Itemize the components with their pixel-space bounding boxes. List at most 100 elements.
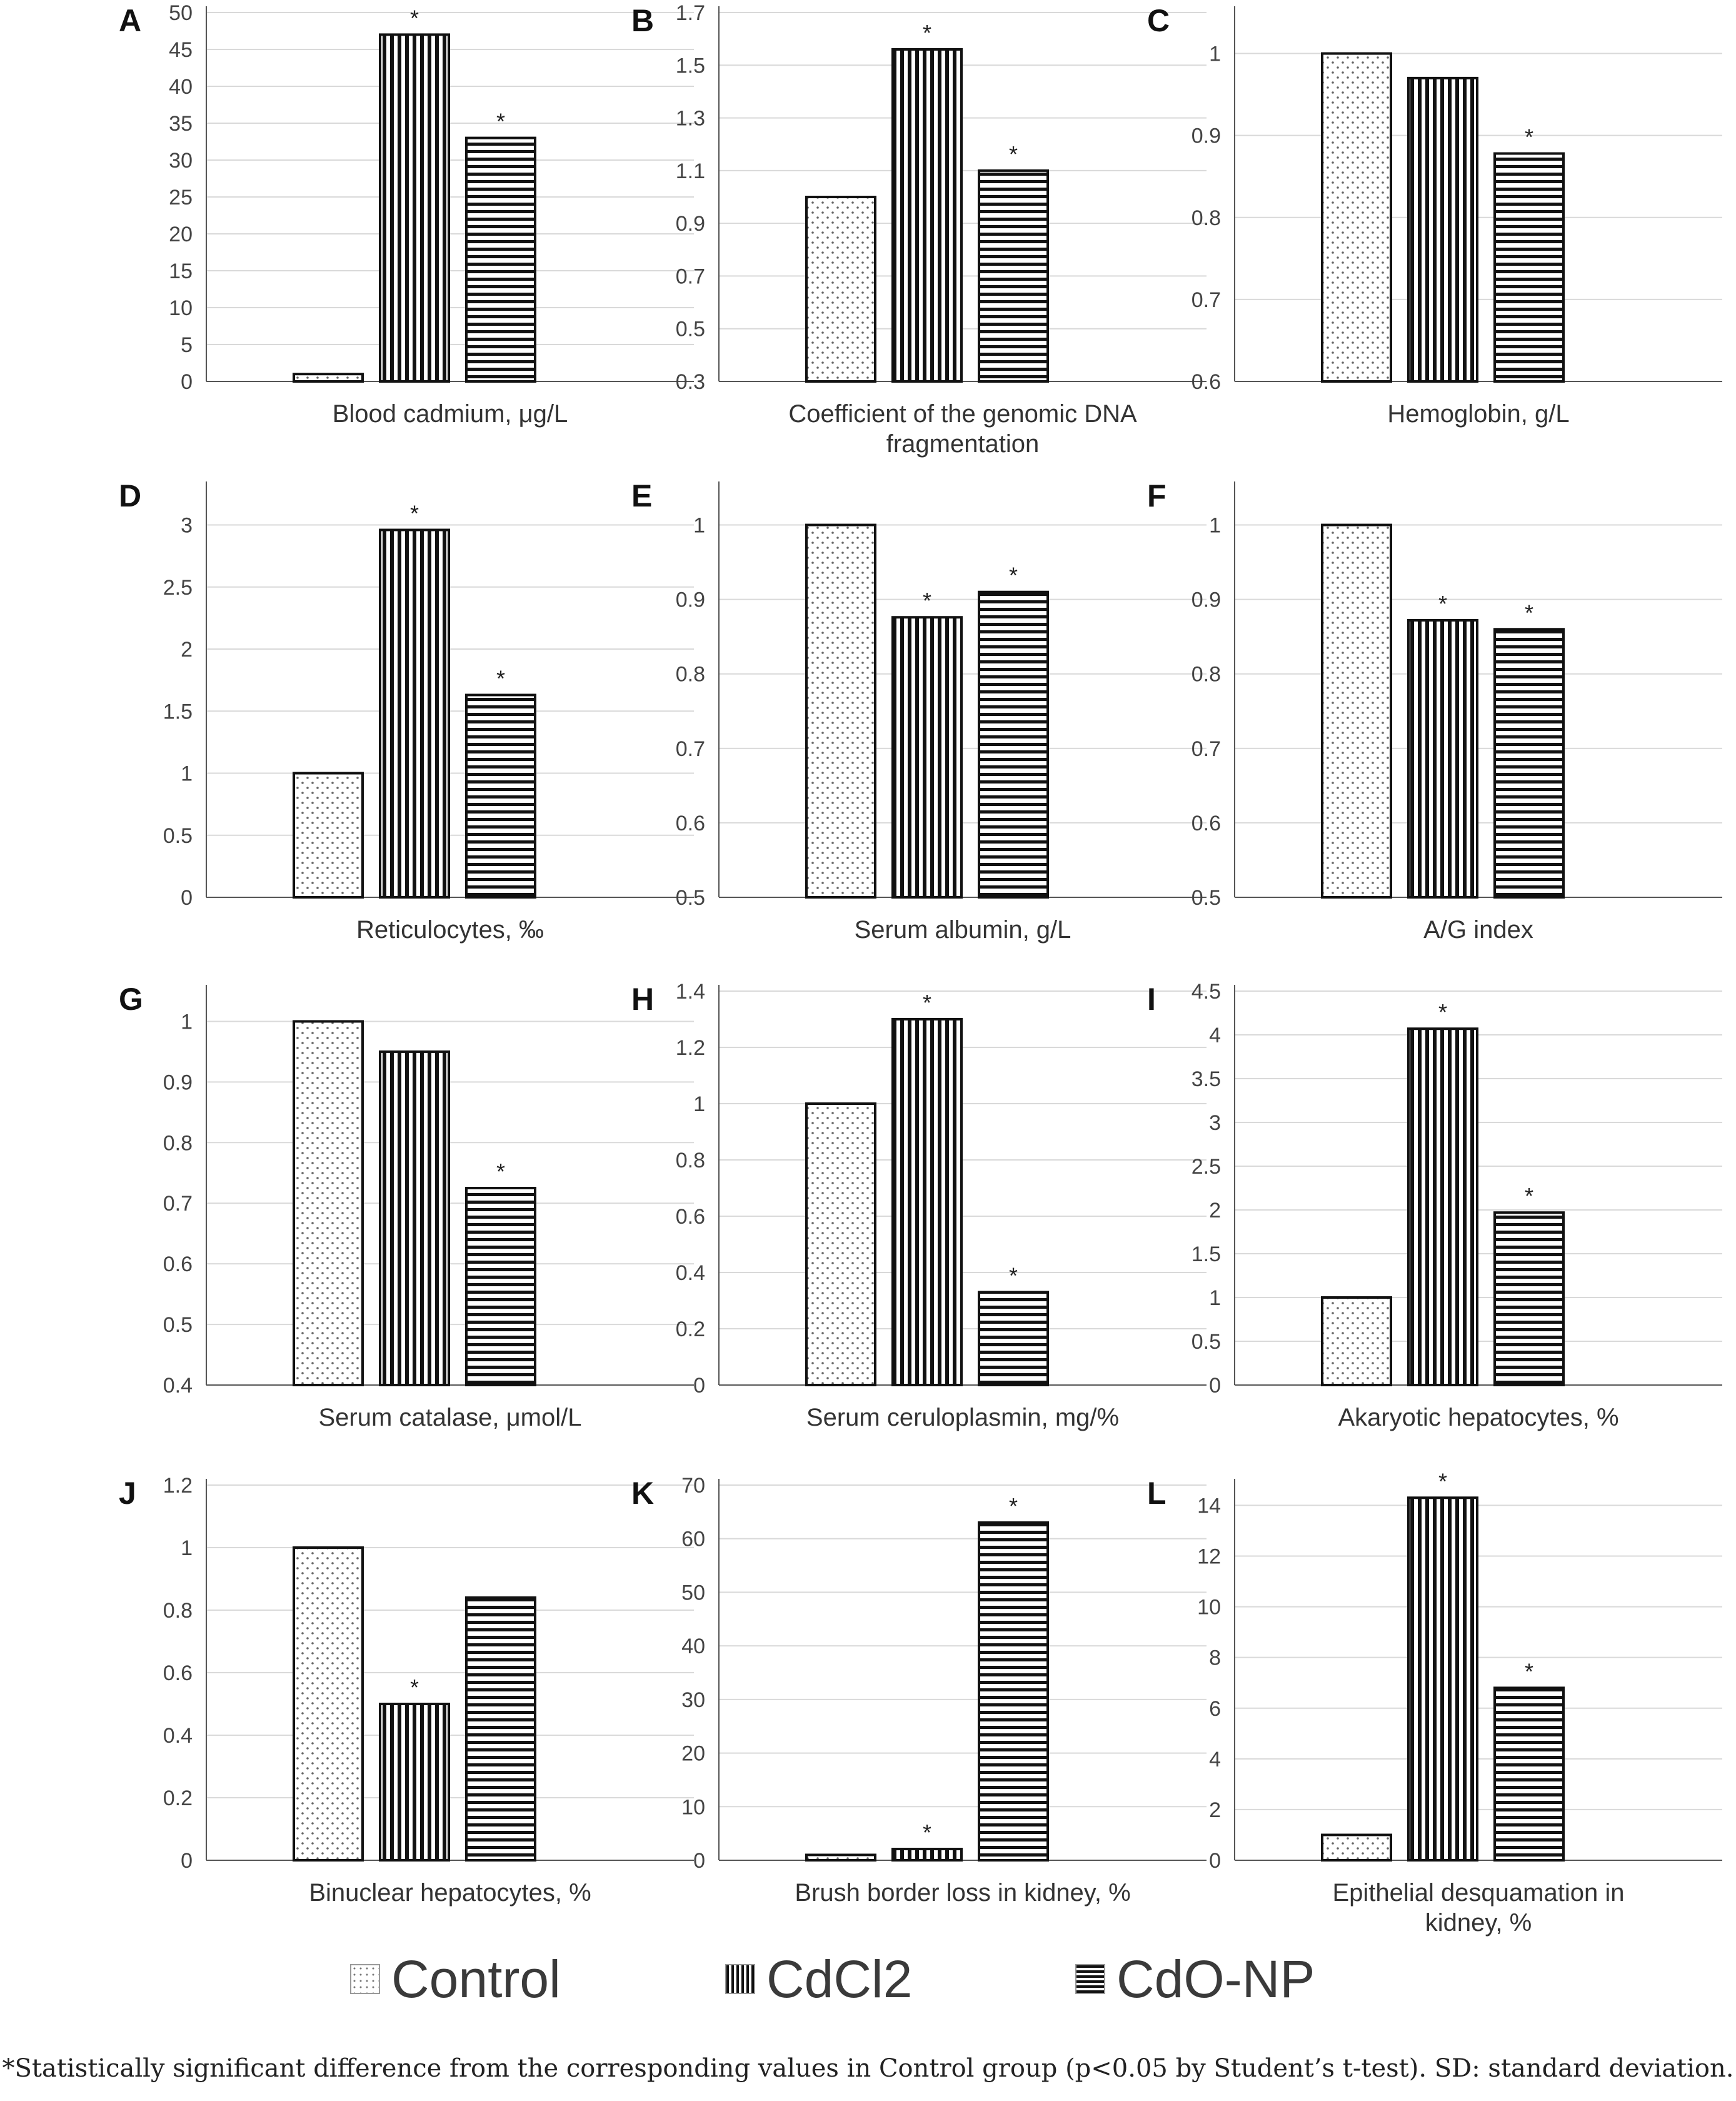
panel-i-bar-cdo-np [1493,1211,1565,1386]
panel-a-tick-label: 10 [169,296,193,320]
panel-c-tick-label: 0.6 [1192,370,1221,394]
panel-k-bar-control [805,1853,876,1862]
panel-g-tick-label: 1 [181,1010,193,1034]
panel-c-tick-label: 1 [1209,43,1221,66]
panel-h-tick-label: 0 [693,1374,705,1398]
panel-d-tick-label: 3 [181,514,193,538]
panel-k-bar-cdo-np [978,1521,1049,1862]
panel-a-tick-label: 25 [169,186,193,209]
panel-d: D 0 0.5 1 1.5 2 2.5 3 * * Reticulocytes, ‰ [119,478,694,944]
panel-i: I 0 0.5 1 1.5 2 2.5 3 3.5 4 4.5 * * Akaryotic hepatoc… [1147,980,1722,1431]
panel-i-x-label: Akaryotic hepatocytes, % [1338,1404,1618,1431]
panel-l-x-label: Epithelial desquamation in [1333,1879,1625,1907]
panel-b-tick-label: 0.7 [676,265,705,288]
panel-h-tick-label: 0.2 [676,1318,705,1341]
panel-h-tick-label: 1.2 [676,1036,705,1060]
panel-h-bar-control [805,1102,876,1386]
panel-a-tick-label: 0 [181,370,193,394]
panel-a-tick-label: 5 [181,333,193,357]
panel-l-tick-label: 6 [1209,1697,1221,1721]
panel-b-tick-label: 0.3 [676,370,705,394]
panel-l-bar-cdo-np [1493,1686,1565,1862]
panel-a-significance-marker: * [496,109,505,134]
panel-h-significance-marker: * [1009,1263,1018,1289]
panel-d-tick-label: 0 [181,886,193,910]
panel-g-tick-label: 0.6 [163,1252,193,1276]
panel-d-significance-marker: * [496,665,505,691]
panel-j-letter: J [119,1476,136,1511]
legend-item-cdcl2: CdCl2 [725,1938,912,2020]
panel-l-tick-label: 8 [1209,1646,1221,1670]
panel-h-bar-cdo-np [978,1291,1049,1386]
panel-k-x-label: Brush border loss in kidney, % [795,1879,1130,1907]
panel-h-tick-label: 0.6 [676,1205,705,1229]
panel-e-significance-marker: * [923,588,931,613]
panel-l-tick-label: 12 [1197,1545,1221,1569]
panel-k-tick-label: 50 [681,1581,705,1605]
panel-g-tick-label: 0.9 [163,1071,193,1094]
panel-f-tick-label: 0.6 [1192,812,1221,835]
panel-f-bar-control [1321,523,1392,899]
panel-d-tick-label: 1.5 [163,700,193,723]
panel-k-letter: K [631,1476,654,1511]
panel-k-bar-cdcl2 [891,1848,963,1862]
panel-i-bar-cdcl2 [1407,1027,1478,1386]
panel-b-tick-label: 0.5 [676,318,705,341]
panel-g-bar-cdcl2 [379,1050,450,1386]
panel-g-bar-control [293,1020,364,1386]
panel-a-tick-label: 20 [169,223,193,246]
panel-h-tick-label: 0.8 [676,1149,705,1172]
panel-i-tick-label: 1 [1209,1286,1221,1310]
panel-l-tick-label: 14 [1197,1494,1221,1518]
panel-g-tick-label: 0.8 [163,1131,193,1155]
panel-j-tick-label: 1.2 [163,1474,193,1498]
panel-l: L 0 2 4 6 8 10 12 14 * * Epithelial desquamation in… [1147,1468,1722,1937]
panel-j-x-label: Binuclear hepatocytes, % [309,1879,591,1907]
panel-e-tick-label: 1 [693,514,705,538]
panel-e-bar-control [805,523,876,899]
panel-d-bar-control [293,772,364,899]
panel-k-tick-label: 70 [681,1474,705,1498]
panel-e-x-label: Serum albumin, g/L [855,916,1071,944]
panel-a-tick-label: 15 [169,259,193,283]
panel-d-tick-label: 2 [181,638,193,662]
panel-f-tick-label: 1 [1209,514,1221,538]
panel-c: C 0.6 0.7 0.8 0.9 1 * Hemoglobin, g/L [1147,3,1722,428]
legend-swatch-control [350,1964,380,1994]
panel-l-tick-label: 4 [1209,1748,1221,1771]
panel-k-tick-label: 40 [681,1635,705,1658]
panel-i-tick-label: 4 [1209,1024,1221,1047]
panel-i-significance-marker: * [1438,999,1447,1025]
panel-j: J 0 0.2 0.4 0.6 0.8 1 1.2 * Binuclear hepatocytes… [119,1474,694,1907]
panel-l-x-label: kidney, % [1425,1909,1532,1937]
panel-f: F 0.5 0.6 0.7 0.8 0.9 1 * * A/G index [1147,478,1722,944]
panel-h-tick-label: 1 [693,1092,705,1116]
panel-k-tick-label: 10 [681,1795,705,1819]
panel-g-bar-cdo-np [465,1187,536,1386]
panel-b-x-label: fragmentation [886,430,1040,458]
panel-c-bar-cdo-np [1493,152,1565,383]
panel-k-tick-label: 20 [681,1742,705,1766]
panel-f-tick-label: 0.9 [1192,588,1221,612]
panel-j-tick-label: 1 [181,1536,193,1560]
panel-f-x-label: A/G index [1423,916,1533,944]
panel-d-significance-marker: * [410,500,419,526]
panel-a-tick-label: 30 [169,149,193,173]
legend-item-cdo-np: CdO-NP [1075,1938,1315,2020]
panel-c-tick-label: 0.7 [1192,288,1221,312]
panel-b-tick-label: 1.7 [676,1,705,25]
panel-e-tick-label: 0.8 [676,663,705,687]
panel-f-bar-cdo-np [1493,628,1565,899]
panel-a-bar-cdcl2 [379,33,450,383]
panel-h-tick-label: 0.4 [676,1261,705,1285]
panel-b-bar-cdcl2 [891,48,963,383]
panel-j-bar-control [293,1546,364,1862]
legend-item-control: Control [350,1938,561,2020]
panel-a-x-label: Blood cadmium, μg/L [333,400,568,428]
panel-j-bar-cdcl2 [379,1703,450,1862]
panel-a-tick-label: 35 [169,112,193,136]
panel-a-bar-cdo-np [465,136,536,383]
panel-g-x-label: Serum catalase, μmol/L [319,1404,582,1431]
panel-f-tick-label: 0.5 [1192,886,1221,910]
